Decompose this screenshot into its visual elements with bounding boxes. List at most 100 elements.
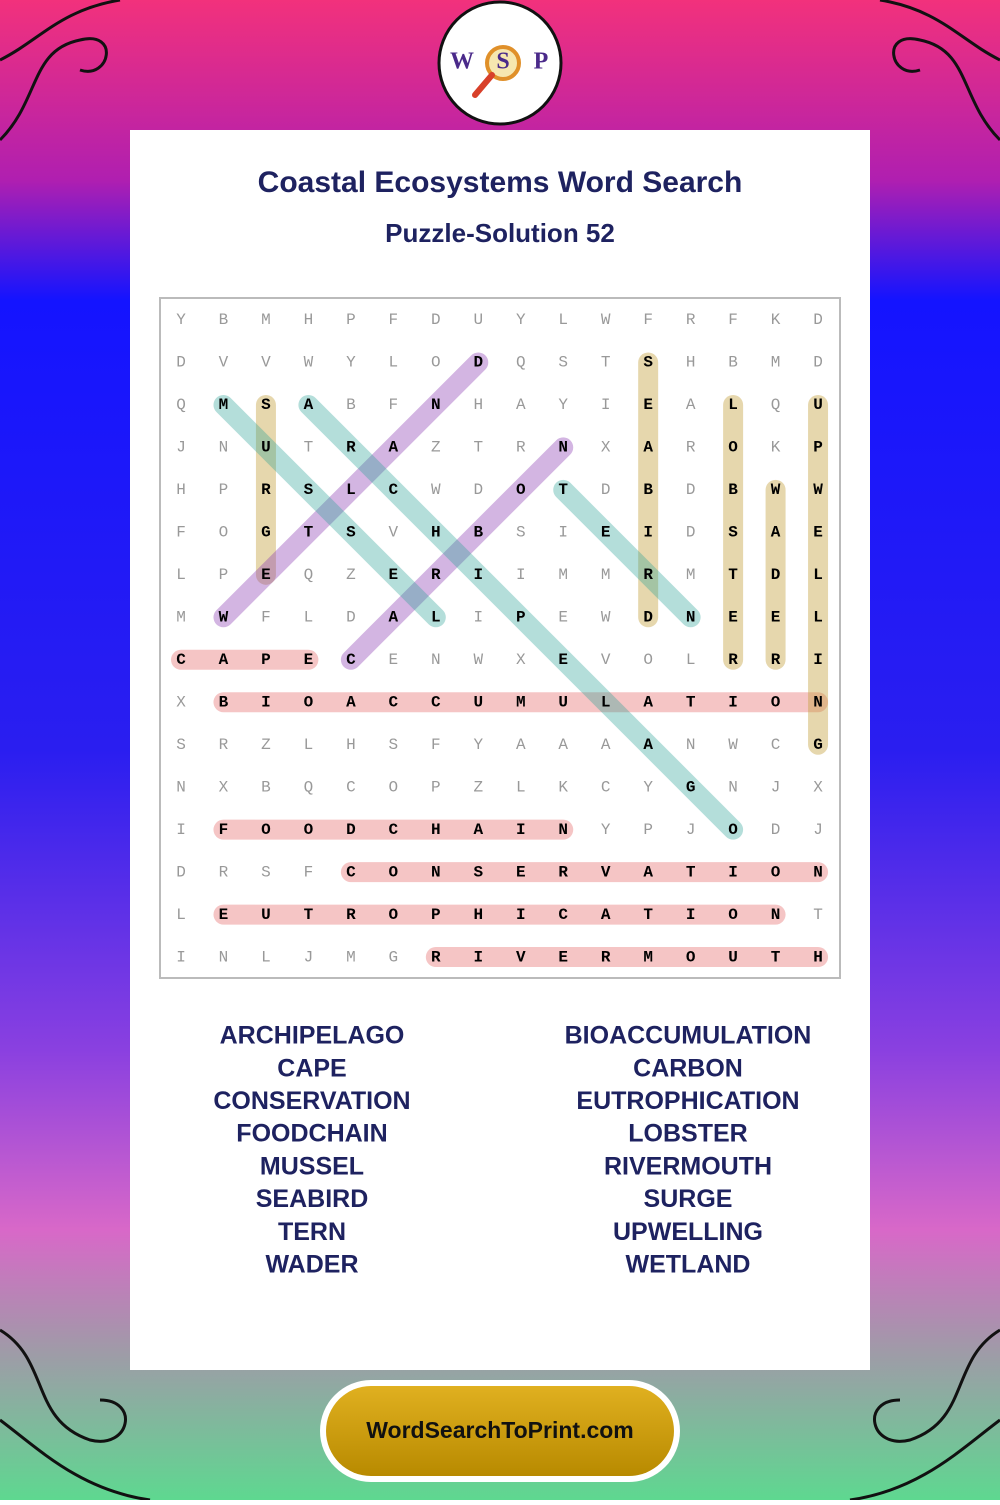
grid-letter: A bbox=[643, 693, 653, 711]
grid-letter: O bbox=[304, 821, 314, 839]
grid-letter: F bbox=[176, 524, 186, 542]
grid-letter: D bbox=[346, 821, 356, 839]
grid-letter: N bbox=[431, 863, 441, 881]
grid-letter: S bbox=[389, 736, 399, 754]
grid-letter: L bbox=[813, 609, 823, 627]
word: WETLAND bbox=[626, 1251, 751, 1279]
footer-link[interactable]: WordSearchToPrint.com bbox=[366, 1417, 634, 1443]
grid-letter: R bbox=[686, 439, 696, 457]
grid-letter: W bbox=[813, 481, 823, 499]
grid-letter: N bbox=[771, 906, 781, 924]
grid-letter: B bbox=[346, 396, 356, 414]
grid-letter: R bbox=[728, 651, 738, 669]
word: RIVERMOUTH bbox=[604, 1152, 772, 1180]
grid-letter: A bbox=[643, 863, 653, 881]
grid-letter: L bbox=[389, 354, 399, 372]
footer-button[interactable] bbox=[326, 1386, 674, 1476]
grid-letter: Q bbox=[516, 354, 526, 372]
grid-letter: H bbox=[431, 524, 441, 542]
logo-letter: S bbox=[496, 49, 509, 75]
grid-letter: Z bbox=[473, 778, 483, 796]
grid-letter: B bbox=[261, 778, 271, 796]
grid-letter: A bbox=[686, 396, 696, 414]
grid-letter: G bbox=[389, 948, 399, 966]
grid-letter: M bbox=[558, 566, 568, 584]
grid-letter: I bbox=[728, 863, 738, 881]
grid-letter: O bbox=[219, 524, 229, 542]
grid-letter: D bbox=[346, 609, 356, 627]
grid-letter: M bbox=[176, 609, 186, 627]
grid-letter: M bbox=[601, 566, 611, 584]
grid-letter: N bbox=[686, 609, 696, 627]
grid-letter: M bbox=[346, 948, 356, 966]
grid-letter: C bbox=[389, 821, 399, 839]
grid-letter: B bbox=[643, 481, 653, 499]
logo-letter: W bbox=[450, 49, 474, 75]
grid-letter: Y bbox=[643, 778, 653, 796]
grid-letter: N bbox=[431, 396, 441, 414]
grid-letter: I bbox=[516, 821, 526, 839]
grid-letter: L bbox=[176, 566, 186, 584]
grid-letter: F bbox=[389, 311, 399, 329]
grid-letter: I bbox=[473, 609, 483, 627]
word-list: ARCHIPELAGO CAPE CONSERVATION FOODCHAIN MUSS… bbox=[213, 1022, 811, 1279]
grid-letter: R bbox=[516, 439, 526, 457]
word: CARBON bbox=[633, 1054, 743, 1082]
grid-letter: O bbox=[261, 821, 271, 839]
grid-letter: N bbox=[728, 778, 738, 796]
grid-letter: U bbox=[473, 693, 483, 711]
highlight bbox=[213, 394, 446, 628]
subtitle: Puzzle-Solution 52 bbox=[385, 218, 615, 248]
word: EUTROPHICATION bbox=[576, 1087, 799, 1115]
grid-letter: J bbox=[176, 439, 186, 457]
grid-letter: P bbox=[346, 311, 356, 329]
grid-letter: K bbox=[558, 778, 568, 796]
title: Coastal Ecosystems Word Search bbox=[258, 166, 743, 199]
grid-letter: V bbox=[601, 651, 611, 669]
logo-letter: P bbox=[534, 49, 549, 75]
grid-letter: T bbox=[643, 906, 653, 924]
grid-letter: R bbox=[261, 481, 271, 499]
grid-letter: O bbox=[771, 693, 781, 711]
grid-letter: R bbox=[601, 948, 611, 966]
word: CONSERVATION bbox=[213, 1087, 410, 1115]
grid-letter: S bbox=[261, 863, 271, 881]
grid-letter: I bbox=[516, 906, 526, 924]
word: CAPE bbox=[277, 1054, 346, 1082]
grid-letter: T bbox=[601, 354, 611, 372]
grid-letter: D bbox=[176, 354, 186, 372]
word: WADER bbox=[265, 1251, 358, 1279]
grid-letter: C bbox=[176, 651, 186, 669]
grid-letter: R bbox=[346, 906, 356, 924]
grid-letter: I bbox=[176, 948, 186, 966]
grid-letter: N bbox=[176, 778, 186, 796]
grid-letter: S bbox=[728, 524, 738, 542]
grid-letter: E bbox=[558, 948, 568, 966]
grid-letter: E bbox=[643, 396, 653, 414]
grid-letter: X bbox=[176, 693, 186, 711]
grid-letter: K bbox=[771, 311, 781, 329]
grid-letter: U bbox=[261, 906, 271, 924]
grid-letter: H bbox=[813, 948, 823, 966]
grid-letter: X bbox=[813, 778, 823, 796]
highlight bbox=[213, 352, 489, 628]
grid-letter: R bbox=[558, 863, 568, 881]
grid-letter: U bbox=[558, 693, 568, 711]
grid-letter: M bbox=[771, 354, 781, 372]
grid-letter: M bbox=[516, 693, 526, 711]
grid-letter: A bbox=[473, 821, 483, 839]
grid-letter: L bbox=[431, 609, 441, 627]
grid-letter: A bbox=[389, 609, 399, 627]
grid-letter: O bbox=[728, 906, 738, 924]
grid-letter: T bbox=[728, 566, 738, 584]
grid-letter: D bbox=[601, 481, 611, 499]
grid-letter: F bbox=[304, 863, 314, 881]
grid-letter: P bbox=[431, 906, 441, 924]
grid-letter: A bbox=[389, 439, 399, 457]
grid-letter: P bbox=[261, 651, 271, 669]
grid-letter: O bbox=[771, 863, 781, 881]
grid-letter: H bbox=[686, 354, 696, 372]
grid-letter: S bbox=[346, 524, 356, 542]
grid-letter: A bbox=[558, 736, 568, 754]
grid-letter: Y bbox=[516, 311, 526, 329]
